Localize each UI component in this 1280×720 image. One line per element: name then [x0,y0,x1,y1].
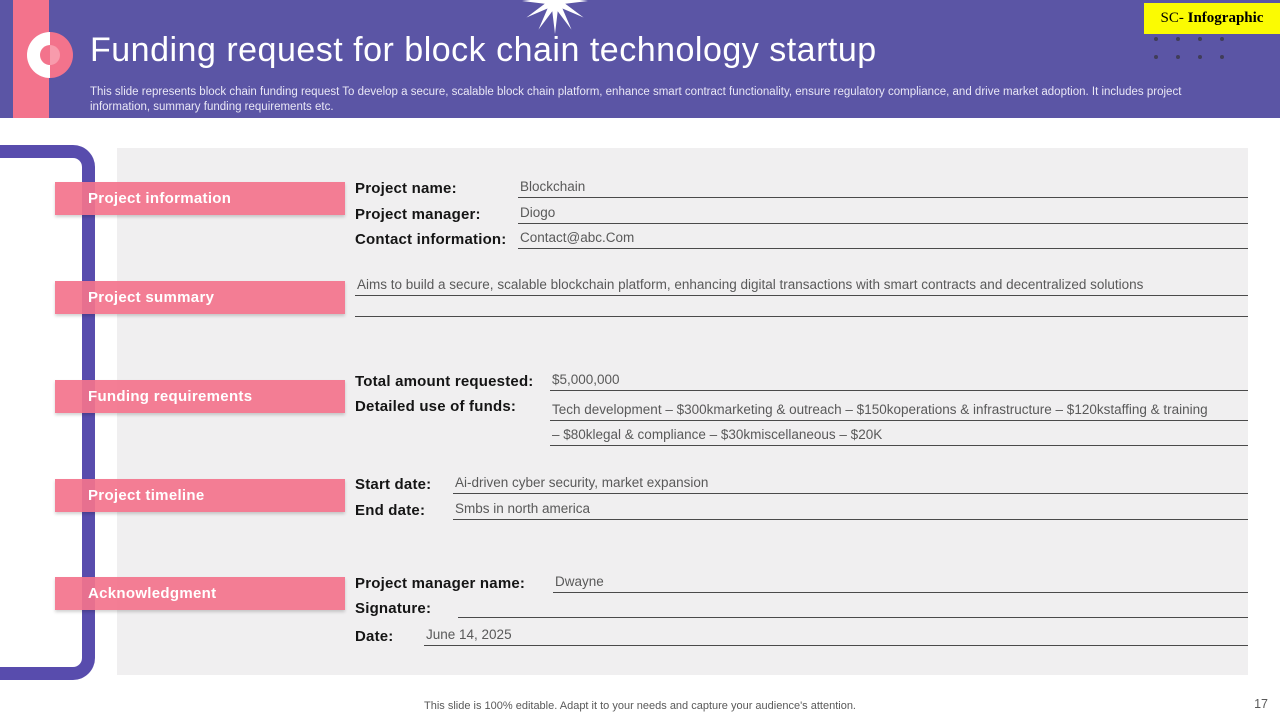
field-label-start-date: Start date: [355,476,432,493]
section-bar-project-summary: Project summary [55,281,345,314]
field-label-date: Date: [355,628,394,645]
field-value-contact-information[interactable]: Contact@abc.Com [518,227,1248,249]
field-value-end-date[interactable]: Smbs in north america [453,498,1248,520]
page-number: 17 [1254,697,1268,711]
field-label-detailed-use: Detailed use of funds: [355,398,517,415]
field-value-summary-line1[interactable]: Aims to build a secure, scalable blockch… [355,274,1248,296]
field-value-total-amount[interactable]: $5,000,000 [550,369,1248,391]
category-badge: SC- Infographic [1144,3,1280,34]
field-label-signature: Signature: [355,600,432,617]
section-bar-funding-requirements: Funding requirements [55,380,345,413]
field-label-contact-information: Contact information: [355,231,507,248]
starburst-icon [522,0,588,34]
header-subtitle: This slide represents block chain fundin… [90,86,1182,113]
field-label-project-name: Project name: [355,180,457,197]
donut-ring-hole [40,45,60,65]
field-label-manager-name: Project manager name: [355,575,526,592]
field-value-detailed-use-line1[interactable]: Tech development – $300kmarketing & outr… [550,399,1248,421]
field-value-summary-line2[interactable] [355,295,1248,317]
section-bar-project-information: Project information [55,182,345,215]
badge-prefix: SC- [1160,10,1188,26]
field-value-date[interactable]: June 14, 2025 [424,624,1248,646]
field-value-project-name[interactable]: Blockchain [518,176,1248,198]
page-title: Funding request for block chain technolo… [90,31,877,69]
footer-note: This slide is 100% editable. Adapt it to… [424,700,856,712]
field-label-end-date: End date: [355,502,426,519]
field-value-signature[interactable] [458,596,1248,618]
dots-grid-pattern [1154,37,1224,59]
badge-label: Infographic [1187,10,1264,26]
section-bar-acknowledgment: Acknowledgment [55,577,345,610]
field-value-start-date[interactable]: Ai-driven cyber security, market expansi… [453,472,1248,494]
field-value-detailed-use-line2[interactable]: – $80klegal & compliance – $30kmiscellan… [550,424,1248,446]
field-label-project-manager: Project manager: [355,206,481,223]
section-bar-project-timeline: Project timeline [55,479,345,512]
header-band: Funding request for block chain technolo… [0,0,1280,118]
field-value-project-manager[interactable]: Diogo [518,202,1248,224]
field-label-total-amount: Total amount requested: [355,373,534,390]
donut-ring-icon [27,32,73,78]
field-value-manager-name[interactable]: Dwayne [553,571,1248,593]
